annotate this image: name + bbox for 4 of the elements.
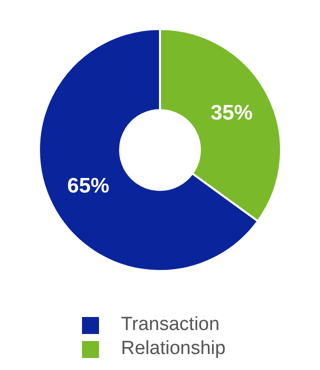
data-label: 35% <box>210 101 254 124</box>
legend-label: Transaction <box>121 314 220 336</box>
data-label: 65% <box>67 174 110 198</box>
legend-label: Relationship <box>121 338 226 360</box>
